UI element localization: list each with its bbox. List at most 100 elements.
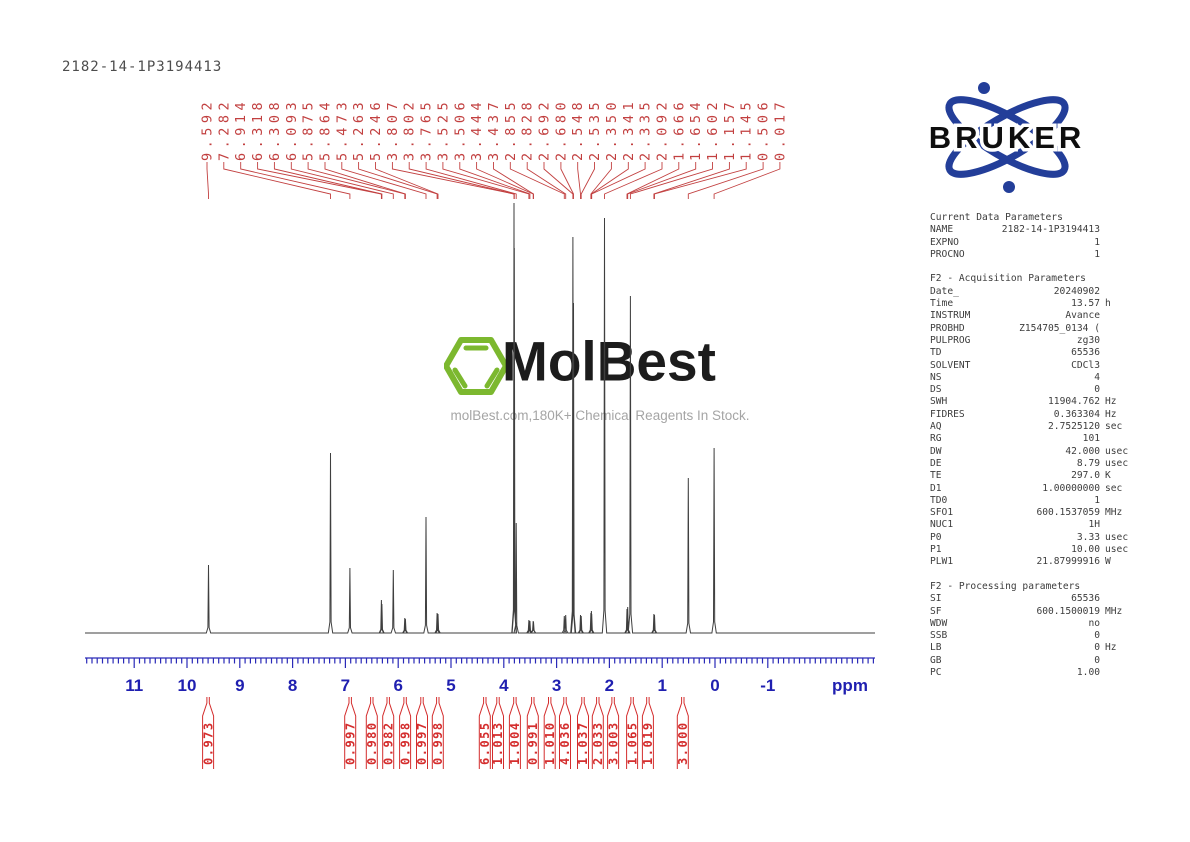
param-row: PC 1.00 [930, 667, 1140, 679]
integral-bracket [626, 697, 639, 769]
param-row: SWH 11904.762 Hz [930, 396, 1140, 408]
axis-tick-label: 10 [178, 676, 197, 695]
param-row: Date_ 20240902 [930, 286, 1140, 298]
peak-label-connector [307, 162, 406, 199]
peak-label-connector [375, 162, 439, 199]
param-value: 1 [1094, 236, 1100, 248]
peak-label: 2.535 [587, 98, 603, 161]
param-row: EXPNO 1 [930, 237, 1140, 249]
peak-label-connector [442, 162, 530, 199]
param-key: D1 [930, 482, 942, 494]
param-key: RG [930, 433, 942, 445]
param-row: PULPROG zg30 [930, 335, 1140, 347]
param-value: 8.79 [1076, 457, 1100, 469]
axis-tick-label: 11 [125, 676, 143, 695]
integral-value: 0.998 [431, 721, 445, 765]
integral-bracket [607, 697, 620, 769]
integral-value: 1.019 [641, 721, 655, 765]
peak-label-connector [604, 162, 663, 199]
param-key: PULPROG [930, 334, 971, 346]
integral-bracket [577, 697, 589, 769]
peak-label-connector [509, 162, 565, 199]
integral-bracket [508, 697, 521, 769]
peak-label-connector [240, 162, 351, 199]
peak-label: 2.092 [655, 98, 671, 161]
param-key: PROCNO [930, 248, 965, 260]
param-row: D1 1.00000000 sec [930, 483, 1140, 495]
integral-bracket [591, 697, 604, 769]
axis-tick-label: 7 [341, 676, 350, 695]
param-value: 0.363304 [1053, 408, 1100, 420]
peak-label-connector [580, 162, 595, 199]
param-key: GB [930, 654, 942, 666]
param-value: 65536 [1071, 593, 1100, 605]
param-key: INSTRUM [930, 310, 971, 322]
param-row: FIDRES 0.363304 Hz [930, 409, 1140, 421]
integral-value: 1.065 [625, 721, 639, 765]
integral-value: 4.036 [558, 721, 572, 765]
peak-label: 3.765 [419, 98, 435, 161]
bruker-logo: BRUKER [925, 82, 1085, 193]
integral-value: 0.997 [415, 721, 429, 765]
param-key: PC [930, 666, 942, 678]
param-row: SF 600.1500019 MHz [930, 606, 1140, 618]
sample-title: 2182-14-1P3194413 [62, 59, 223, 75]
peak-label-connector [206, 162, 209, 199]
params-section-header: Current Data Parameters [930, 212, 1063, 223]
peak-label-connector [425, 162, 517, 199]
param-value: 1 [1094, 494, 1100, 506]
param-row: SI 65536 [930, 593, 1140, 605]
peak-label-connector [459, 162, 531, 199]
peak-label-connector [713, 162, 781, 199]
param-value: CDCl3 [1071, 359, 1100, 371]
integral-bracket [559, 697, 571, 769]
axis-tick-label: 4 [499, 676, 509, 695]
peak-label: 6.308 [267, 98, 283, 161]
param-row: P0 3.33 usec [930, 532, 1140, 544]
peak-label: 5.864 [318, 98, 334, 161]
param-value: 13.57 [1071, 298, 1100, 310]
param-row: NUC1 1H [930, 519, 1140, 531]
peak-label-connector [408, 162, 515, 199]
axis-tick-label: 2 [605, 676, 614, 695]
param-unit: MHz [1105, 507, 1123, 519]
param-value: 1 [1094, 248, 1100, 260]
peak-label-connector [629, 162, 713, 199]
peak-label: 6.914 [233, 98, 249, 161]
param-row: Time 13.57 h [930, 298, 1140, 310]
spectrum-trace [85, 202, 875, 634]
integral-bracket [676, 697, 689, 769]
param-key: DE [930, 457, 942, 469]
peak-label-connector [290, 162, 394, 199]
integral-value: 1.037 [576, 721, 590, 765]
param-row: WDW no [930, 618, 1140, 630]
integral-value: 0.997 [343, 721, 357, 765]
param-key: DW [930, 445, 942, 457]
integral-value: 0.982 [381, 721, 395, 765]
param-unit: W [1105, 556, 1111, 568]
param-row: GB 0 [930, 655, 1140, 667]
axis-tick-label: 5 [446, 676, 455, 695]
integral-bracket [344, 697, 357, 769]
param-key: NUC1 [930, 519, 954, 531]
peak-label: 1.654 [688, 98, 704, 161]
integral-bracket [641, 697, 654, 769]
param-row: RG 101 [930, 433, 1140, 445]
integral-value: 0.980 [365, 721, 379, 765]
param-unit: K [1105, 470, 1111, 482]
param-value: 65536 [1071, 347, 1100, 359]
peak-label: 9.592 [200, 98, 216, 161]
peak-label-connector [257, 162, 382, 199]
peak-label: 2.341 [621, 98, 637, 161]
param-key: TD [930, 347, 942, 359]
param-row: DE 8.79 usec [930, 458, 1140, 470]
param-key: PLW1 [930, 556, 954, 568]
param-unit: sec [1105, 421, 1123, 433]
param-value: zg30 [1076, 334, 1100, 346]
parameters-panel: Current Data Parameters NAME 2182-14-1P3… [930, 212, 1140, 679]
param-value: no [1088, 617, 1100, 629]
peak-label: 5.473 [334, 98, 350, 161]
peak-label: 1.145 [739, 98, 755, 161]
